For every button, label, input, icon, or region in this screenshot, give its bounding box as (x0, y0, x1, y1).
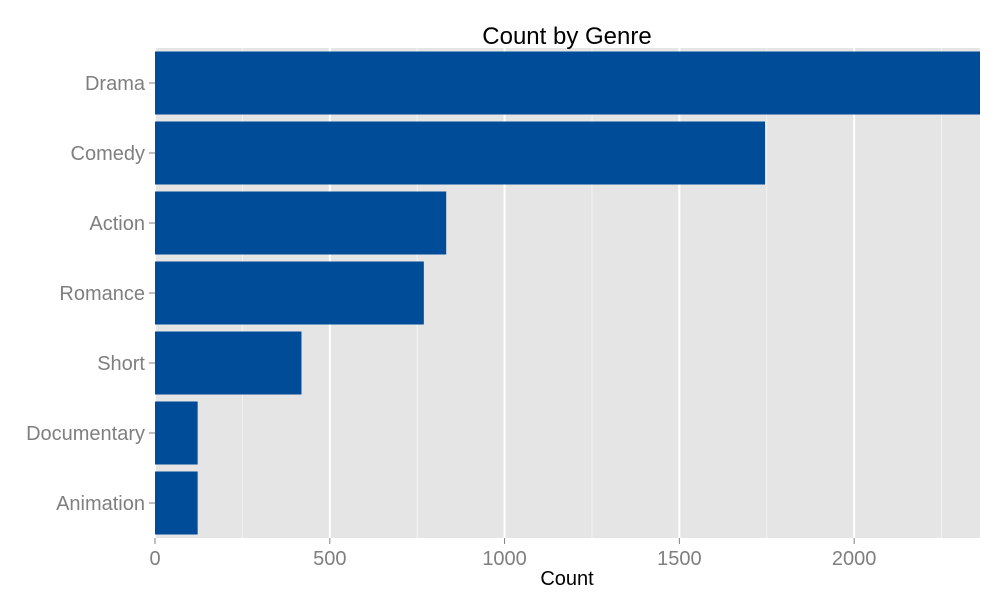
bar-animation (155, 471, 198, 535)
x-tick-label: 1500 (657, 548, 702, 570)
bar-layer (155, 51, 980, 535)
bar-drama (155, 51, 980, 115)
bar-comedy (155, 121, 766, 185)
x-tick-label: 1000 (482, 548, 527, 570)
y-tick-label: Drama (85, 73, 146, 95)
bar-short (155, 331, 302, 395)
y-tick-label: Documentary (26, 423, 145, 445)
y-tick-label: Comedy (71, 143, 145, 165)
y-axis: Drama Comedy Action Romance Short Documentary… (26, 73, 155, 515)
x-axis-title: Count (540, 568, 594, 590)
y-tick-label: Animation (56, 493, 145, 515)
x-tick-label: 2000 (832, 548, 877, 570)
chart-title: Count by Genre (482, 23, 651, 50)
bar-action (155, 191, 447, 255)
y-tick-label: Short (97, 353, 145, 375)
y-tick-label: Action (89, 213, 145, 235)
y-tick-label: Romance (59, 283, 145, 305)
x-tick-label: 0 (149, 548, 160, 570)
bar-documentary (155, 401, 198, 465)
x-axis: 0 500 1000 1500 2000 (149, 538, 876, 570)
bar-romance (155, 261, 424, 325)
x-tick-label: 500 (313, 548, 346, 570)
